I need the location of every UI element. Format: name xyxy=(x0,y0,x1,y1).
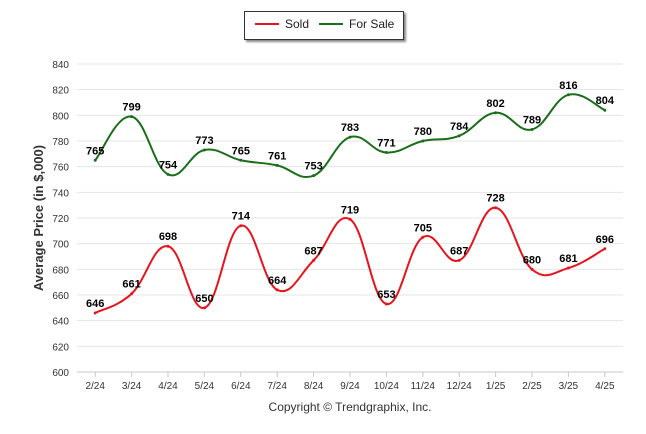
data-label-sold: 653 xyxy=(377,289,395,301)
data-point-sold xyxy=(421,235,425,239)
data-label-for-sale: 765 xyxy=(232,145,250,157)
data-point-for-sale xyxy=(348,135,352,139)
x-tick-label: 7/24 xyxy=(267,381,287,392)
y-tick-label: 740 xyxy=(52,188,69,199)
data-label-for-sale: 799 xyxy=(122,102,140,114)
data-label-for-sale: 773 xyxy=(195,135,213,147)
data-point-for-sale xyxy=(239,158,243,162)
data-point-sold xyxy=(566,266,570,270)
data-point-for-sale xyxy=(202,148,206,152)
data-label-for-sale: 771 xyxy=(377,138,395,150)
data-label-sold: 728 xyxy=(486,193,504,205)
legend-swatch-sold xyxy=(255,23,279,25)
x-tick-label: 8/24 xyxy=(304,381,324,392)
x-tick-label: 11/24 xyxy=(411,381,436,392)
data-label-sold: 650 xyxy=(195,293,213,305)
data-label-for-sale: 765 xyxy=(86,145,104,157)
data-point-for-sale xyxy=(494,111,498,115)
x-tick-label: 1/25 xyxy=(486,381,506,392)
legend-label-for-sale: For Sale xyxy=(349,17,395,31)
data-label-sold: 681 xyxy=(559,253,577,265)
data-point-for-sale xyxy=(530,127,534,131)
legend-swatch-for-sale xyxy=(319,23,343,25)
data-label-sold: 719 xyxy=(341,204,359,216)
data-label-for-sale: 761 xyxy=(268,150,286,162)
legend-item-for-sale: For Sale xyxy=(319,17,394,31)
x-tick-label: 3/24 xyxy=(122,381,142,392)
data-point-sold xyxy=(202,306,206,310)
x-tick-label: 3/25 xyxy=(559,381,579,392)
data-label-for-sale: 754 xyxy=(159,159,178,171)
legend-label-sold: Sold xyxy=(285,17,310,31)
data-point-sold xyxy=(239,224,243,228)
data-point-for-sale xyxy=(603,108,607,112)
x-tick-label: 2/25 xyxy=(522,381,542,392)
y-tick-label: 600 xyxy=(52,368,69,379)
data-point-sold xyxy=(130,292,134,296)
data-label-sold: 714 xyxy=(232,211,251,223)
data-label-sold: 664 xyxy=(268,275,287,287)
y-tick-label: 680 xyxy=(52,265,69,276)
data-point-for-sale xyxy=(166,172,170,176)
data-point-for-sale xyxy=(566,93,570,97)
data-point-sold xyxy=(166,244,170,248)
legend-item-sold: Sold xyxy=(255,17,309,31)
x-tick-label: 6/24 xyxy=(231,381,251,392)
data-label-sold: 705 xyxy=(414,222,432,234)
data-label-sold: 687 xyxy=(450,245,468,257)
y-tick-label: 620 xyxy=(52,342,69,353)
y-tick-label: 840 xyxy=(52,60,69,71)
data-point-sold xyxy=(603,247,607,251)
y-tick-label: 800 xyxy=(52,111,69,122)
data-point-sold xyxy=(384,302,388,306)
data-label-for-sale: 804 xyxy=(596,95,615,107)
x-tick-label: 4/25 xyxy=(595,381,615,392)
data-label-for-sale: 753 xyxy=(304,161,322,173)
data-label-sold: 698 xyxy=(159,231,177,243)
data-point-sold xyxy=(494,206,498,210)
x-tick-label: 5/24 xyxy=(195,381,215,392)
data-point-for-sale xyxy=(312,174,316,178)
data-point-for-sale xyxy=(421,139,425,143)
y-axis-label: Average Price (in $,000) xyxy=(31,145,46,291)
data-point-sold xyxy=(530,267,534,271)
x-tick-label: 2/24 xyxy=(85,381,105,392)
data-point-for-sale xyxy=(384,151,388,155)
data-label-sold: 696 xyxy=(596,234,614,246)
data-point-for-sale xyxy=(457,134,461,138)
data-label-sold: 661 xyxy=(122,279,140,291)
x-tick-label: 4/24 xyxy=(158,381,178,392)
chart-legend: Sold For Sale xyxy=(244,11,404,40)
data-point-for-sale xyxy=(93,158,97,162)
data-label-sold: 680 xyxy=(523,254,541,266)
y-tick-label: 780 xyxy=(52,137,69,148)
y-tick-label: 720 xyxy=(52,214,69,225)
data-point-sold xyxy=(275,288,279,292)
data-label-for-sale: 816 xyxy=(559,80,577,92)
data-point-for-sale xyxy=(130,115,134,119)
data-point-sold xyxy=(348,217,352,221)
data-label-for-sale: 780 xyxy=(414,126,432,138)
y-tick-label: 640 xyxy=(52,317,69,328)
data-point-sold xyxy=(312,258,316,262)
data-label-for-sale: 802 xyxy=(486,98,504,110)
x-tick-label: 9/24 xyxy=(340,381,360,392)
y-tick-label: 700 xyxy=(52,240,69,251)
y-tick-label: 760 xyxy=(52,163,69,174)
x-tick-label: 12/24 xyxy=(447,381,472,392)
data-point-sold xyxy=(93,311,97,315)
data-point-for-sale xyxy=(275,163,279,167)
x-tick-label: 10/24 xyxy=(374,381,399,392)
data-label-sold: 687 xyxy=(304,245,322,257)
data-label-for-sale: 783 xyxy=(341,122,359,134)
data-label-for-sale: 789 xyxy=(523,114,541,126)
data-point-sold xyxy=(457,258,461,262)
copyright-footer: Copyright © Trendgraphix, Inc. xyxy=(268,400,432,414)
data-label-for-sale: 784 xyxy=(450,121,469,133)
y-tick-label: 660 xyxy=(52,291,69,302)
y-tick-label: 820 xyxy=(52,86,69,97)
data-label-sold: 646 xyxy=(86,298,104,310)
